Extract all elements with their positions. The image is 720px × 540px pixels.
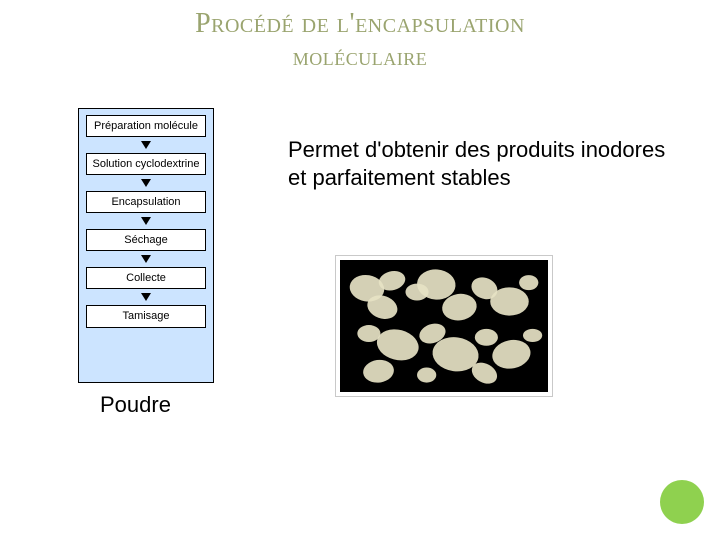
accent-circle-icon — [660, 480, 704, 524]
flow-arrow-icon — [141, 179, 151, 187]
flow-arrow-icon — [141, 293, 151, 301]
slide: { "title": { "line1": "Procédé de l'enca… — [0, 0, 720, 540]
flow-arrow-icon — [141, 217, 151, 225]
flow-arrow-icon — [141, 141, 151, 149]
slide-title: Procédé de l'encapsulation moléculaire — [0, 0, 720, 72]
flow-step: Solution cyclodextrine — [86, 153, 206, 175]
flow-step: Encapsulation — [86, 191, 206, 213]
flow-step: Collecte — [86, 267, 206, 289]
flow-step: Séchage — [86, 229, 206, 251]
title-line-1: Procédé de l'encapsulation — [0, 8, 720, 40]
powder-photo — [340, 260, 548, 392]
description-text: Permet d'obtenir des produits inodores e… — [288, 136, 668, 191]
flowchart-steps: Préparation molécule Solution cyclodextri… — [79, 109, 213, 382]
title-line-2: moléculaire — [0, 42, 720, 72]
process-flowchart: Préparation molécule Solution cyclodextri… — [78, 108, 214, 383]
flowchart-output-label: Poudre — [100, 392, 171, 418]
flow-step: Tamisage — [86, 305, 206, 327]
flow-arrow-icon — [141, 255, 151, 263]
powder-photo-frame — [336, 256, 552, 396]
flow-step: Préparation molécule — [86, 115, 206, 137]
